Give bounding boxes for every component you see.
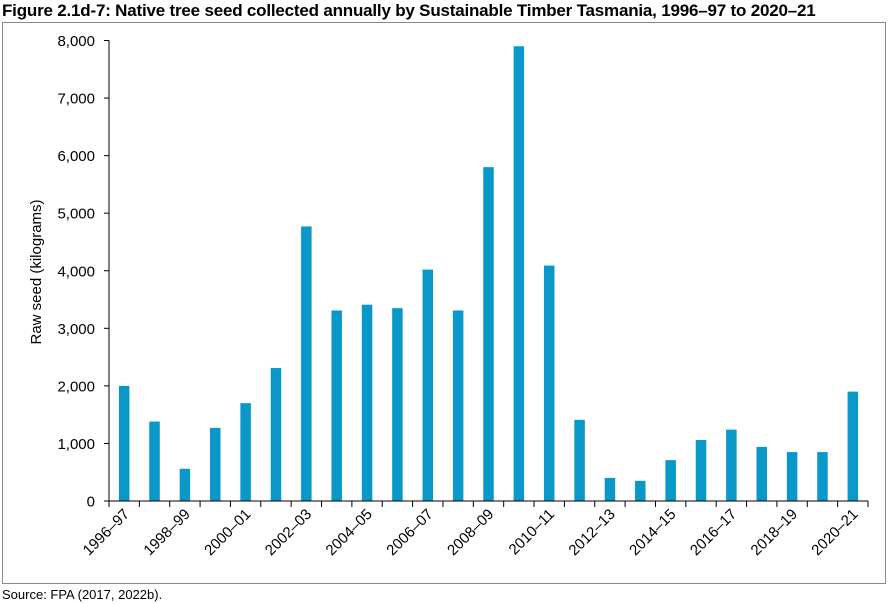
bar-2017–18 [756,446,767,501]
x-tick-label: 2020–21 [808,506,861,559]
bar-2002–03 [301,226,312,501]
bars [118,46,859,501]
x-tick-label: 1996–97 [80,506,133,559]
x-tick-label: 2006–07 [383,506,436,559]
bar-1998–99 [179,468,191,501]
bar-1996–97 [118,385,130,501]
bar-2015–16 [695,439,707,501]
x-tick-label: 2014–15 [626,506,679,559]
y-tick-label: 5,000 [57,206,95,223]
y-tick-label: 6,000 [57,148,95,165]
bar-2008–09 [483,167,494,501]
y-tick-label: 7,000 [57,91,95,108]
x-tick-label: 2012–13 [565,506,618,559]
bar-2014–15 [665,460,676,501]
figure-title: Figure 2.1d-7: Native tree seed collecte… [2,1,816,20]
x-tick-label: 2010–11 [506,506,559,559]
x-tick-label: 2018–19 [748,506,801,559]
bar-2016–17 [726,429,737,501]
bar-2003–04 [331,310,342,501]
bar-2000–01 [240,403,251,501]
x-tick-label: 2008–09 [444,506,497,559]
y-tick-label: 3,000 [57,321,95,338]
bar-2007–08 [452,310,464,501]
x-tick-label: 1998–99 [140,506,193,559]
y-tick-label: 4,000 [57,263,95,280]
bar-2012–13 [604,477,616,501]
bar-2018–19 [786,452,798,501]
bar-2019–20 [817,452,828,501]
bar-2005–06 [392,308,403,501]
y-tick-label: 0 [87,494,95,511]
bar-2020–21 [847,391,859,501]
x-tick-label: 2002–03 [262,506,315,559]
x-tick-label: 2000–01 [201,506,254,559]
bar-2011–12 [574,419,585,501]
bar-2006–07 [422,269,434,501]
y-tick-label: 1,000 [57,436,95,453]
bar-2010–11 [543,265,555,501]
source-note: Source: FPA (2017, 2022b). [2,587,163,602]
bar-2004–05 [361,304,373,501]
y-axis: 0 1,000 2,000 3,000 4,000 5,000 6,000 7,000 8,00… [57,33,110,511]
bar-1999–00 [210,427,221,501]
x-axis: 1996–97 1998–99 2000–01 2002–03 2004–05 2006–… [80,500,869,559]
x-tick-label: 2004–05 [323,506,376,559]
y-tick-label: 2,000 [57,378,95,395]
x-tick-label: 2016–17 [687,506,740,559]
y-axis-label: Raw seed (kilograms) [28,199,45,344]
y-tick-label: 8,000 [57,33,95,50]
bar-2013–14 [635,480,646,501]
bar-1997–98 [149,421,160,501]
chart-frame [2,22,886,584]
bar-2001–02 [270,368,282,501]
bar-2009–10 [513,46,525,501]
